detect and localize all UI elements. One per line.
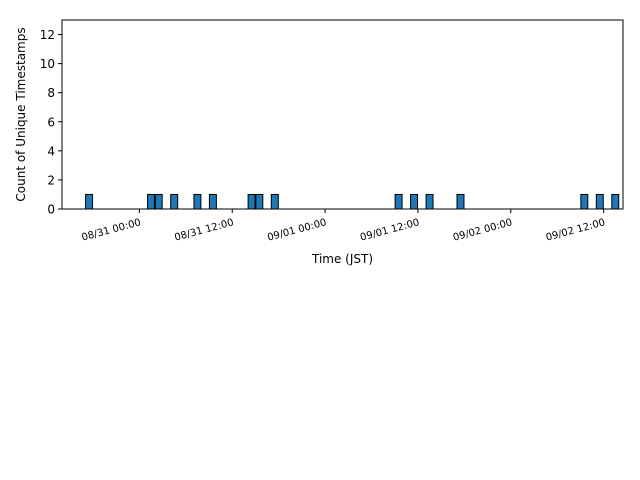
y-tick-label: 0: [47, 203, 55, 217]
histogram-bar: [208, 193, 217, 210]
histogram-bar: [595, 193, 604, 210]
histogram-bar: [193, 193, 202, 210]
histogram-bar: [255, 193, 264, 210]
y-tick-label: 8: [47, 86, 55, 100]
x-axis-label: Time (JST): [311, 252, 373, 266]
plot-area: [62, 20, 623, 209]
histogram-bar: [147, 193, 155, 210]
plot-frame: [61, 19, 624, 210]
histogram-bar: [611, 193, 620, 210]
histogram-bar: [394, 193, 403, 210]
histogram-bar: [85, 193, 94, 210]
histogram-bar: [247, 193, 256, 210]
y-axis: 0 2 4 6 8 10 12: [40, 28, 62, 217]
y-tick-label: 12: [40, 28, 55, 42]
histogram-bar: [456, 193, 465, 210]
histogram-bar: [170, 193, 179, 210]
histogram-bar: [154, 193, 163, 210]
y-tick-label: 2: [47, 173, 55, 187]
x-tick-label: 09/02 12:00: [545, 217, 607, 243]
histogram-bar: [270, 193, 279, 210]
x-tick-label: 08/31 00:00: [81, 217, 143, 243]
x-tick-label: 09/02 00:00: [452, 217, 514, 243]
y-axis-label: Count of Unique Timestamps: [14, 27, 28, 201]
x-tick-label: 09/01 12:00: [359, 217, 421, 243]
histogram-bar: [580, 193, 589, 210]
x-tick-label: 08/31 12:00: [173, 217, 235, 243]
x-tick-label: 09/01 00:00: [266, 217, 328, 243]
histogram-bar: [425, 193, 434, 210]
bars-group: [85, 193, 620, 210]
y-tick-label: 10: [40, 57, 55, 71]
y-tick-label: 6: [47, 115, 55, 129]
histogram-bar: [410, 193, 419, 210]
x-axis: 08/31 00:00 08/31 12:00 09/01 00:00 09/01 1…: [81, 209, 607, 244]
y-tick-label: 4: [47, 144, 55, 158]
